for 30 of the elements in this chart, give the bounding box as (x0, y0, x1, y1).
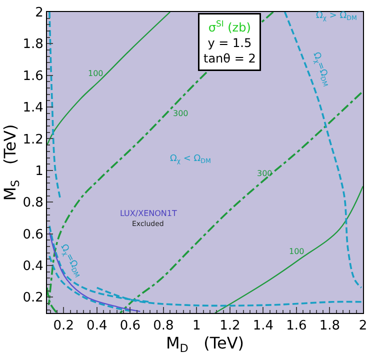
y-tick-label: 0.6 (22, 227, 44, 242)
annotation: tanθ = 2 (204, 52, 256, 66)
x-tick-label: 0.6 (120, 318, 141, 334)
x-tick-label: 2 (358, 318, 368, 334)
annotation: y = 1.5 (208, 36, 252, 50)
y-tick-label: 0.4 (22, 259, 44, 274)
annotation: 100 (289, 247, 304, 256)
x-tick-label: 0.8 (153, 318, 174, 334)
y-tick-label: 1.8 (22, 37, 44, 52)
y-tick-label: 1 (35, 164, 44, 179)
y-tick-label: 1.6 (22, 68, 44, 84)
y-tick-label: 1.2 (22, 132, 44, 148)
x-tick-label: 0.2 (53, 318, 74, 334)
x-tick-label: 1.2 (220, 318, 240, 334)
annotation: σ$^{SI}$ (zb) (208, 18, 251, 35)
y-tick-label: 0.8 (22, 196, 44, 211)
annotation: 300 (173, 109, 188, 118)
x-tick-label: 1 (192, 318, 201, 334)
x-tick-label: 1.6 (286, 318, 307, 334)
annotation: Ω$_{χ}$ < Ω$_{DM}$ (170, 154, 211, 165)
annotation: Ω$_{χ}$ > Ω$_{DM}$ (316, 11, 357, 22)
annotation: LUX/XENON1T (120, 209, 177, 218)
x-tick-label: 0.4 (86, 318, 108, 334)
y-tick-label: 2 (35, 6, 44, 21)
annotation: 100 (88, 69, 104, 78)
text: M$_{D}$ (TeV) (166, 334, 244, 355)
y-tick-label: 0.2 (22, 290, 44, 306)
x-tick-label: 1.8 (319, 318, 340, 334)
x-tick-label: 1.4 (252, 318, 274, 334)
y-tick-label: 1.4 (22, 100, 44, 116)
